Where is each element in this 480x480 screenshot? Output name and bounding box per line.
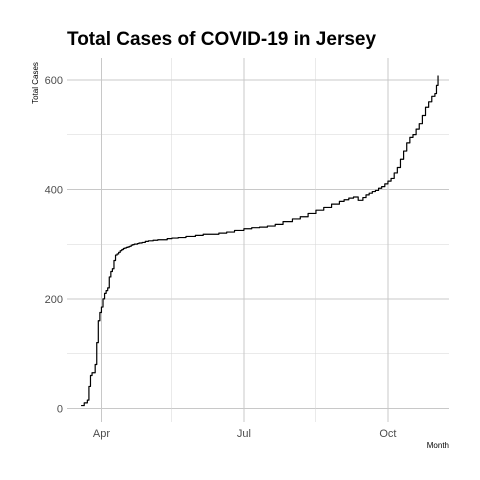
x-tick-labels: Apr Jul Oct (93, 428, 397, 440)
y-tick-labels: 0 200 400 600 (45, 75, 63, 415)
chart-title: Total Cases of COVID-19 in Jersey (67, 29, 376, 50)
x-axis-title: Month (427, 441, 449, 450)
y-tick-label: 0 (57, 403, 63, 415)
grid-lines (67, 58, 449, 422)
y-axis-title: Total Cases (31, 62, 40, 104)
x-tick-label: Jul (237, 428, 251, 440)
series-line-total-cases (81, 75, 439, 407)
y-tick-label: 400 (45, 184, 63, 196)
y-tick-label: 600 (45, 75, 63, 87)
x-tick-label: Apr (93, 428, 110, 440)
y-tick-label: 200 (45, 294, 63, 306)
x-tick-label: Oct (379, 428, 396, 440)
